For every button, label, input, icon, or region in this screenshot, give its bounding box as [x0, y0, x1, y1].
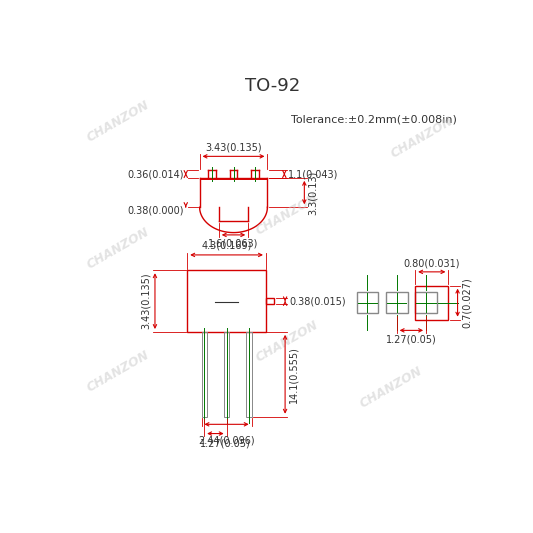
Text: 0.38(0.015): 0.38(0.015) [289, 296, 345, 306]
Text: CHANZON: CHANZON [84, 225, 151, 272]
Text: 3.43(0.135): 3.43(0.135) [205, 142, 262, 152]
Text: CHANZON: CHANZON [254, 191, 321, 237]
Text: 1.1(0.043): 1.1(0.043) [288, 169, 338, 179]
Text: CHANZON: CHANZON [84, 99, 151, 145]
Text: 1.27(0.05): 1.27(0.05) [386, 334, 437, 344]
Text: 0.36(0.014): 0.36(0.014) [127, 169, 183, 179]
Text: 4.3(0.169): 4.3(0.169) [201, 240, 252, 251]
Bar [357, 292, 378, 313]
Bar [246, 332, 252, 417]
Text: 1.27(0.05): 1.27(0.05) [200, 438, 251, 448]
Text: TO-92: TO-92 [245, 77, 301, 94]
Text: 1.6(0.063): 1.6(0.063) [208, 239, 259, 249]
Text: CHANZON: CHANZON [254, 318, 321, 364]
Text: CHANZON: CHANZON [358, 364, 425, 410]
Bar [201, 332, 207, 417]
Bar [224, 332, 229, 417]
Bar [187, 270, 266, 332]
Text: 0.38(0.000): 0.38(0.000) [127, 205, 183, 215]
Bar [266, 298, 274, 304]
Text: 2.44(0.096): 2.44(0.096) [198, 436, 255, 446]
Bar [415, 292, 437, 313]
Text: Tolerance:±0.2mm(±0.008in): Tolerance:±0.2mm(±0.008in) [291, 115, 457, 124]
Text: 3.43(0.135): 3.43(0.135) [141, 273, 151, 329]
Bar [386, 292, 408, 313]
Text: 14.1(0.555): 14.1(0.555) [289, 346, 299, 403]
Text: 3.3(0.13): 3.3(0.13) [308, 171, 318, 215]
Text: 0.7(0.027): 0.7(0.027) [462, 277, 471, 328]
Text: CHANZON: CHANZON [84, 349, 151, 395]
Text: 0.80(0.031): 0.80(0.031) [403, 258, 460, 268]
Text: CHANZON: CHANZON [389, 114, 456, 160]
Bar [415, 286, 448, 320]
